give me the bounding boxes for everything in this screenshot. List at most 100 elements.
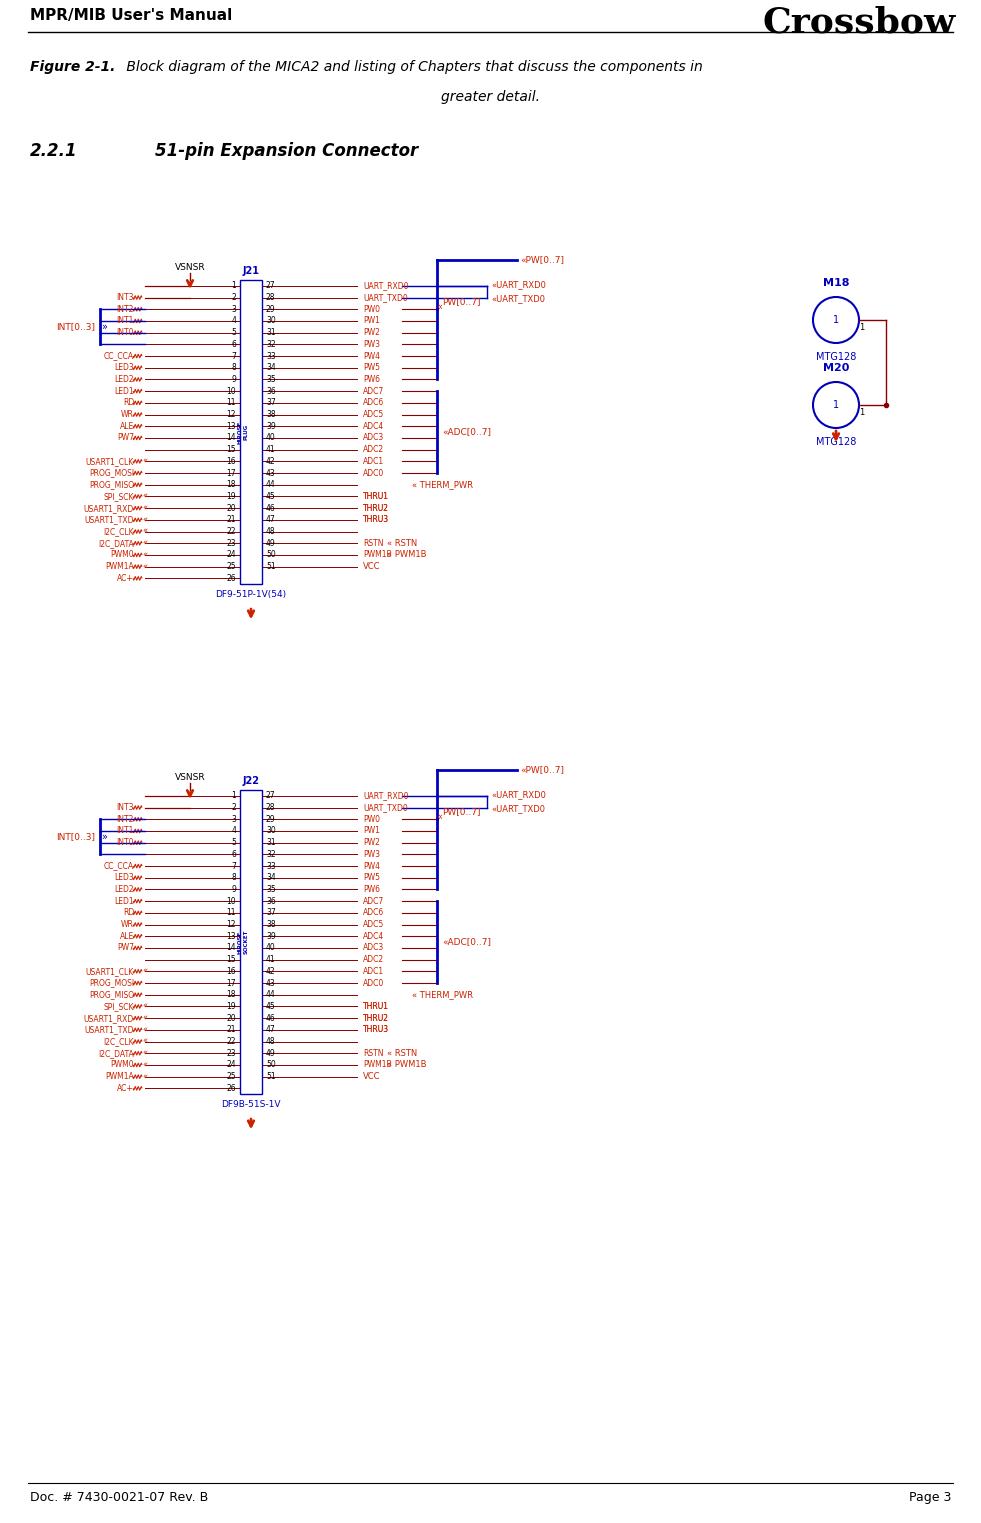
Text: 49: 49 [266,539,276,548]
Text: «: « [142,1060,147,1069]
Text: THRU2: THRU2 [363,504,389,513]
Text: AC+: AC+ [118,1084,134,1094]
Text: 27: 27 [266,792,276,801]
Text: ADC2: ADC2 [363,445,385,454]
Text: 38: 38 [266,920,276,929]
Text: INT0: INT0 [117,327,134,337]
Text: 9: 9 [232,375,236,384]
Text: PW0: PW0 [363,305,380,314]
Text: « THERM_PWR: « THERM_PWR [412,480,473,489]
Text: 23: 23 [227,1049,236,1058]
Text: ADC7: ADC7 [363,387,385,396]
Text: Page 3: Page 3 [908,1491,951,1505]
Text: THRU1: THRU1 [363,1002,389,1011]
Text: VCC: VCC [363,1072,381,1081]
Text: PROG_MISO: PROG_MISO [89,480,134,489]
Text: CC_CCA: CC_CCA [104,862,134,871]
Text: « PWM1B: « PWM1B [387,1060,427,1069]
Text: 16: 16 [227,967,236,976]
Text: THRU1: THRU1 [363,492,389,501]
Text: 5: 5 [232,327,236,337]
Text: ADC0: ADC0 [363,469,385,478]
Text: »: » [101,321,107,332]
Text: LED2: LED2 [115,885,134,894]
Text: 11: 11 [227,399,236,407]
Text: ADC7: ADC7 [363,897,385,906]
Text: 24: 24 [227,1060,236,1069]
Text: 36: 36 [266,897,276,906]
Text: I2C_DATA: I2C_DATA [98,1049,134,1058]
Text: LED3: LED3 [114,873,134,882]
Text: 45: 45 [266,492,276,501]
Text: Figure 2-1.: Figure 2-1. [30,59,116,75]
Text: USART1_CLK: USART1_CLK [85,457,134,466]
Text: 2.2.1: 2.2.1 [30,142,77,160]
Text: J22: J22 [242,777,260,786]
Text: ADC1: ADC1 [363,457,385,466]
Text: PW4: PW4 [363,862,380,871]
Text: PW2: PW2 [363,327,380,337]
Text: INT3: INT3 [117,292,134,302]
Text: THRU3: THRU3 [363,515,389,524]
Text: 28: 28 [266,292,276,302]
Text: PW1: PW1 [363,317,380,326]
Text: 50: 50 [266,550,276,559]
Text: 37: 37 [266,908,276,917]
Text: INT1: INT1 [117,827,134,836]
Text: MPR/MIB User's Manual: MPR/MIB User's Manual [30,8,232,23]
Text: PW[0..7]: PW[0..7] [442,807,481,816]
Text: Block diagram of the MICA2 and listing of Chapters that discuss the components i: Block diagram of the MICA2 and listing o… [122,59,702,75]
Text: THRU2: THRU2 [363,1014,389,1022]
Text: PROG_MOSI: PROG_MOSI [89,469,134,478]
Text: 12: 12 [227,410,236,419]
Text: 17: 17 [227,979,236,987]
Text: 16: 16 [227,457,236,466]
Text: VSNSR: VSNSR [175,263,205,273]
Text: 30: 30 [266,317,276,326]
Text: HIROSE
PLUG: HIROSE PLUG [237,420,248,443]
Text: 44: 44 [266,990,276,999]
Text: 25: 25 [227,562,236,571]
Text: INT0: INT0 [117,838,134,847]
Text: 15: 15 [227,955,236,964]
Text: «: « [436,302,442,311]
Text: 14: 14 [227,943,236,952]
Text: VCC: VCC [363,562,381,571]
Text: «: « [142,562,147,571]
Text: RD: RD [123,908,134,917]
Text: ADC1: ADC1 [363,967,385,976]
Text: 24: 24 [227,550,236,559]
Text: 20: 20 [227,504,236,513]
Text: PWM1B: PWM1B [363,550,391,559]
Text: I2C_CLK: I2C_CLK [103,527,134,536]
Text: M18: M18 [823,279,850,288]
Text: PW5: PW5 [363,873,380,882]
Text: 3: 3 [232,305,236,314]
Text: «PW[0..7]: «PW[0..7] [520,766,564,775]
Text: 1: 1 [232,792,236,801]
Text: RSTN: RSTN [363,1049,384,1058]
Text: PW2: PW2 [363,838,380,847]
Text: 10: 10 [227,387,236,396]
Text: 19: 19 [227,492,236,501]
Text: 34: 34 [266,873,276,882]
Text: I2C_DATA: I2C_DATA [98,539,134,548]
Text: 33: 33 [266,352,276,361]
Text: 10: 10 [227,897,236,906]
Text: 29: 29 [266,305,276,314]
Text: 39: 39 [266,932,276,941]
Text: 41: 41 [266,445,276,454]
Text: 41: 41 [266,955,276,964]
Text: «: « [142,1014,147,1022]
Text: 23: 23 [227,539,236,548]
Text: PW3: PW3 [363,340,380,349]
Text: 46: 46 [266,1014,276,1022]
Text: ALE: ALE [120,932,134,941]
Text: THRU3: THRU3 [363,1025,389,1034]
Text: ADC6: ADC6 [363,399,385,407]
Text: ADC3: ADC3 [363,434,385,443]
Text: THRU3: THRU3 [363,1025,389,1034]
Text: «: « [142,1025,147,1034]
Text: USART1_RXD: USART1_RXD [83,1014,134,1022]
Text: ADC4: ADC4 [363,932,385,941]
